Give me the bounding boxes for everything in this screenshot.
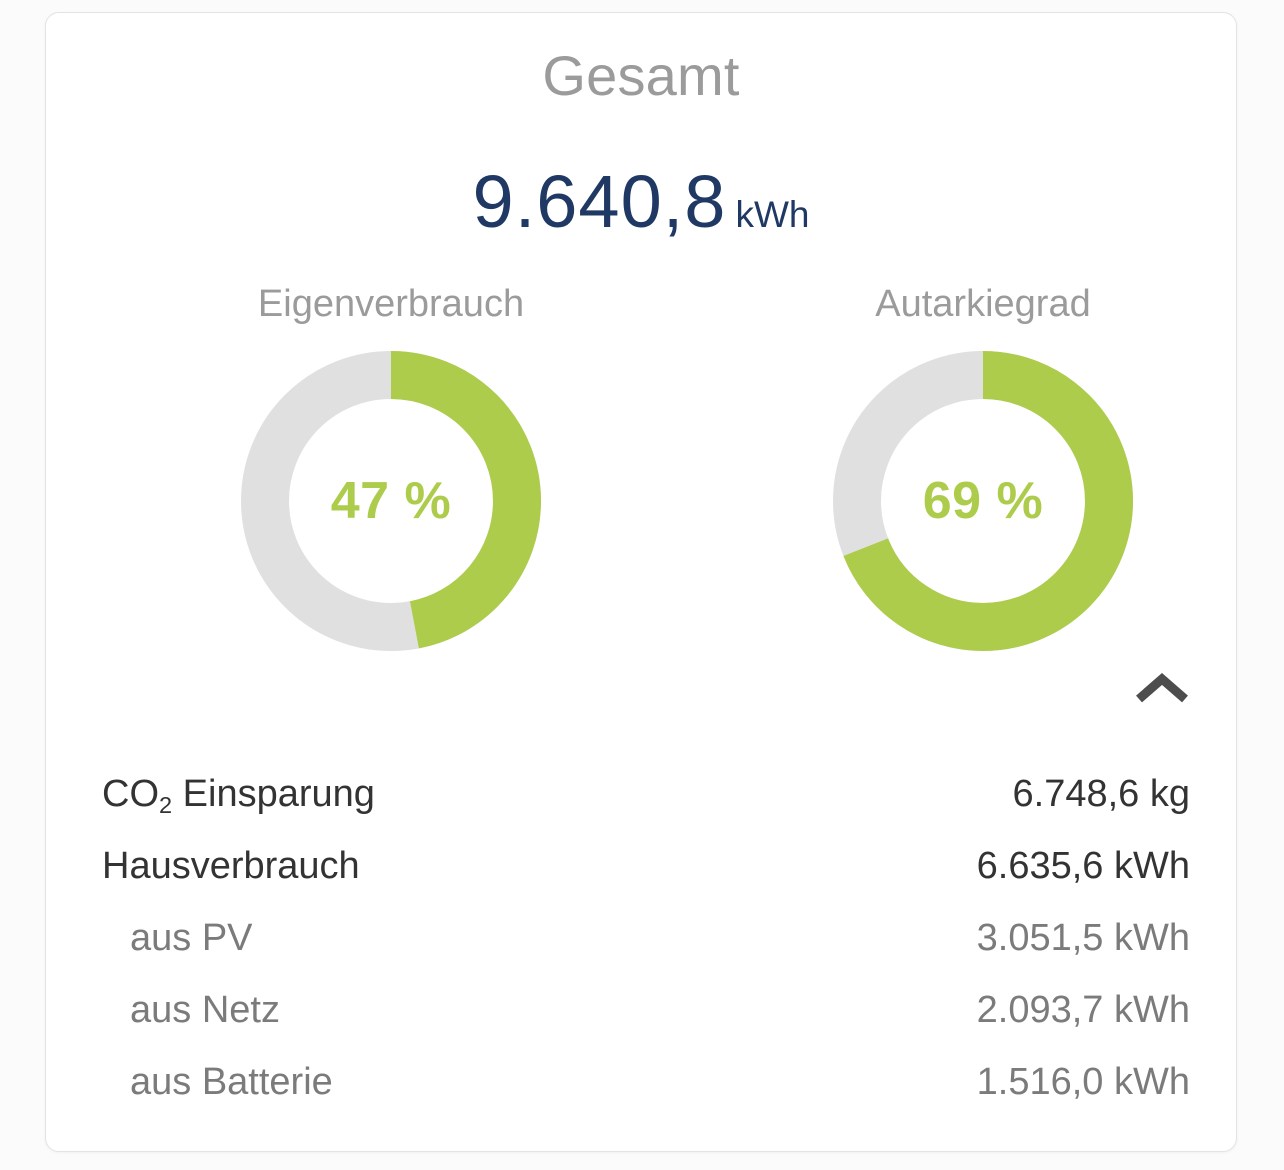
detail-label-co2-savings: CO2 Einsparung [102,773,375,818]
detail-label-house-consumption: Hausverbrauch [102,845,360,887]
detail-label-from-pv: aus PV [130,917,253,959]
details-list: CO2 Einsparung 6.748,6 kg Hausverbrauch … [102,773,1190,1133]
gauge-autarky: Autarkiegrad 69 % [773,285,1193,651]
table-row: aus PV 3.051,5 kWh [102,917,1190,989]
detail-value-house-consumption: 6.635,6 kWh [976,845,1190,887]
summary-card: Gesamt 9.640,8 kWh Eigenverbrauch 47 % Au… [45,12,1237,1152]
detail-value-from-grid: 2.093,7 kWh [976,989,1190,1031]
table-row: Hausverbrauch 6.635,6 kWh [102,845,1190,917]
total-energy-unit: kWh [735,194,810,235]
gauge-self-consumption-value: 47 % [330,472,452,530]
chevron-up-icon [1135,672,1189,706]
gauge-autarky-value: 69 % [922,472,1044,530]
total-energy-value: 9.640,8 [472,160,727,243]
donut-chart-autarky [833,351,1133,651]
donut-chart-self-consumption [241,351,541,651]
gauge-autarky-label: Autarkiegrad [875,283,1091,325]
gauge-self-consumption-label: Eigenverbrauch [257,283,525,325]
detail-value-co2-savings: 6.748,6 kg [1012,773,1190,815]
table-row: aus Batterie 1.516,0 kWh [102,1061,1190,1133]
detail-label-from-battery: aus Batterie [130,1061,333,1103]
table-row: CO2 Einsparung 6.748,6 kg [102,773,1190,845]
page-title: Gesamt [542,44,740,107]
collapse-toggle-button[interactable] [1126,661,1198,717]
gauge-autarky-donut: 69 % [833,351,1133,651]
detail-value-from-pv: 3.051,5 kWh [976,917,1190,959]
detail-value-from-battery: 1.516,0 kWh [976,1061,1190,1103]
table-row: aus Netz 2.093,7 kWh [102,989,1190,1061]
gauge-self-consumption: Eigenverbrauch 47 % [181,285,601,651]
total-energy-row: 9.640,8 kWh [46,165,1236,239]
gauge-self-consumption-donut: 47 % [241,351,541,651]
detail-label-from-grid: aus Netz [130,989,280,1031]
